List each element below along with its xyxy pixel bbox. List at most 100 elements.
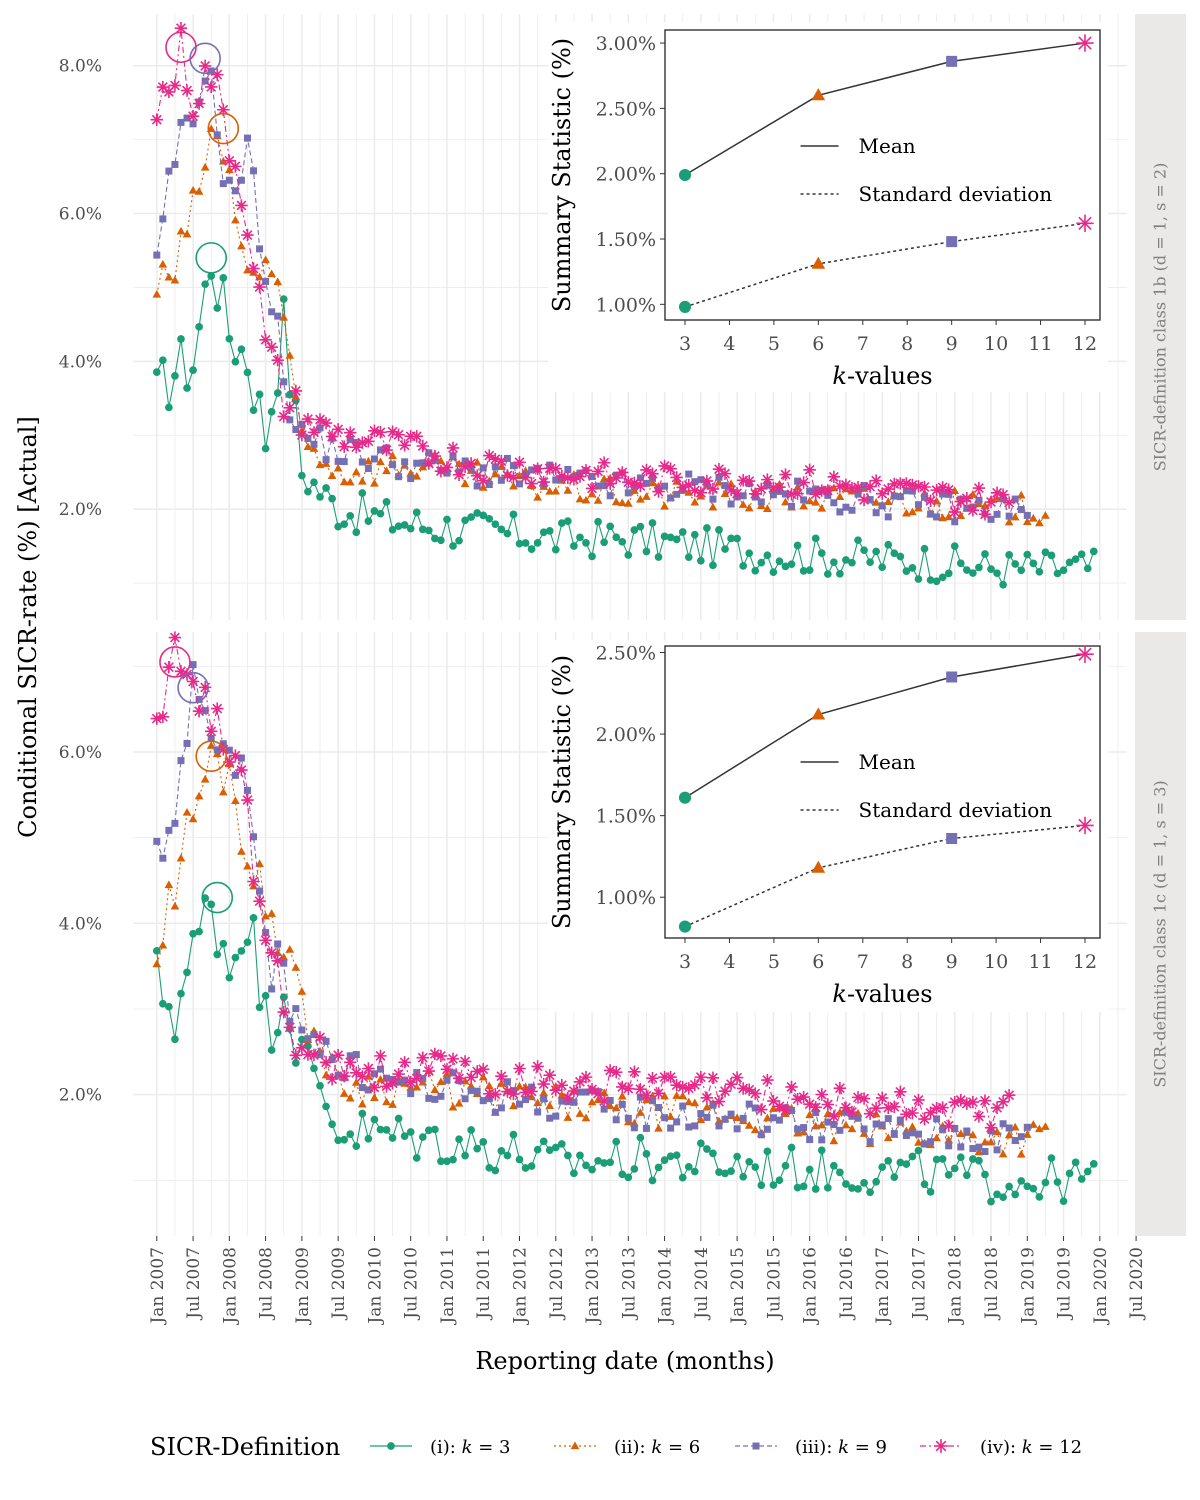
data-point-k9: [322, 1037, 330, 1045]
data-point-k3: [642, 1150, 651, 1158]
data-point-k12: [628, 476, 641, 490]
inset-y-tick-label: 2.00%: [596, 164, 656, 186]
facet-strip-label: SICR-definition class 1c (d = 1, s = 3): [1151, 780, 1170, 1087]
data-point-k3: [364, 1134, 373, 1143]
data-point-k9: [243, 786, 251, 794]
data-point-k3: [473, 1144, 482, 1153]
data-point-k3: [231, 953, 240, 962]
data-point-k3: [249, 913, 258, 922]
data-point-k12: [869, 1102, 883, 1115]
inset-frame: [664, 645, 1101, 939]
data-point-k12: [712, 1095, 726, 1108]
highlight-ring-k9: [177, 671, 209, 704]
data-point-k3: [328, 494, 336, 503]
data-point-k12: [579, 464, 593, 477]
inset-y-tick-label: 2.00%: [596, 724, 656, 746]
data-point-k6: [575, 494, 585, 503]
data-point-k12: [888, 1100, 901, 1113]
data-point-k12: [640, 1089, 653, 1102]
data-point-k6: [611, 497, 621, 506]
data-point-k12: [253, 280, 266, 294]
data-point-k6: [357, 476, 367, 485]
data-point-k12: [319, 416, 333, 430]
data-point-k12: [410, 1072, 423, 1085]
data-point-k9: [479, 1097, 487, 1105]
data-point-k3: [418, 1133, 427, 1141]
data-point-k12: [573, 470, 587, 483]
legend-label-k6: (ii): k = 6: [614, 1437, 700, 1458]
data-point-k12: [313, 1031, 327, 1044]
data-point-k12: [863, 480, 877, 493]
data-point-k12: [622, 475, 635, 489]
data-point-k12: [525, 1085, 538, 1098]
x-tick-label: Jan 2010: [365, 1247, 385, 1326]
data-point-k3: [618, 1170, 627, 1179]
data-point-k6: [811, 1121, 821, 1130]
data-point-k9: [661, 482, 669, 490]
data-point-k9: [842, 503, 850, 511]
data-point-k6: [261, 255, 270, 264]
data-point-k3: [449, 1155, 457, 1164]
data-point-k6: [720, 489, 730, 498]
data-point-k12: [603, 1064, 617, 1077]
data-point-k12: [579, 1070, 593, 1084]
data-point-k12: [319, 1056, 333, 1069]
data-point-k12: [428, 1047, 442, 1061]
data-point-k9: [540, 1095, 548, 1103]
inset-sd-point-k9: [946, 236, 958, 248]
data-point-k12: [821, 484, 834, 497]
data-point-k9: [322, 456, 330, 464]
data-point-k3: [533, 1145, 542, 1154]
data-point-k12: [344, 1056, 357, 1069]
data-point-k3: [672, 1151, 681, 1160]
data-point-k3: [183, 968, 191, 977]
data-point-k3: [715, 525, 723, 534]
data-point-k12: [325, 1072, 339, 1086]
data-point-k12: [797, 476, 810, 489]
data-point-k3: [334, 522, 342, 531]
data-point-k6: [666, 1112, 675, 1120]
data-point-k9: [552, 1112, 560, 1120]
data-point-k3: [582, 539, 590, 547]
data-point-k12: [205, 725, 218, 738]
data-point-k9: [298, 420, 306, 428]
highlight-ring-k12: [159, 646, 191, 678]
inset-x-axis-title: k-values: [832, 362, 932, 390]
data-point-k3: [219, 939, 228, 948]
data-point-k9: [286, 416, 294, 424]
data-point-k12: [652, 1087, 665, 1100]
data-point-k3: [805, 566, 814, 574]
data-point-k12: [954, 1093, 967, 1107]
data-point-k3: [944, 1170, 953, 1179]
data-point-k3: [400, 521, 409, 529]
data-point-k9: [636, 474, 644, 482]
data-point-k6: [188, 814, 198, 823]
data-point-k9: [896, 1116, 904, 1124]
data-point-k12: [851, 480, 865, 494]
data-point-k6: [617, 1091, 627, 1100]
data-point-k9: [310, 1030, 318, 1038]
data-point-k3: [576, 533, 584, 542]
data-point-k3: [322, 1102, 330, 1111]
data-point-k9: [600, 482, 608, 490]
data-point-k9: [256, 245, 264, 253]
data-point-k3: [237, 345, 246, 354]
data-point-k12: [597, 456, 611, 469]
data-point-k3: [1089, 547, 1098, 556]
data-point-k12: [470, 1065, 484, 1078]
data-point-k12: [567, 1084, 581, 1098]
data-point-k12: [990, 486, 1004, 500]
data-point-k9: [503, 1078, 511, 1086]
data-point-k12: [597, 1094, 611, 1108]
data-point-k12: [192, 704, 206, 718]
data-point-k3: [908, 1152, 917, 1161]
data-point-k3: [660, 532, 669, 541]
data-point-k9: [957, 1143, 965, 1151]
data-point-k3: [171, 371, 179, 380]
data-point-k6: [1022, 517, 1032, 525]
data-point-k3: [310, 1064, 318, 1073]
data-point-k9: [310, 440, 318, 448]
data-point-k12: [664, 1070, 677, 1084]
data-point-k3: [600, 1159, 608, 1167]
data-point-k3: [823, 1183, 832, 1192]
